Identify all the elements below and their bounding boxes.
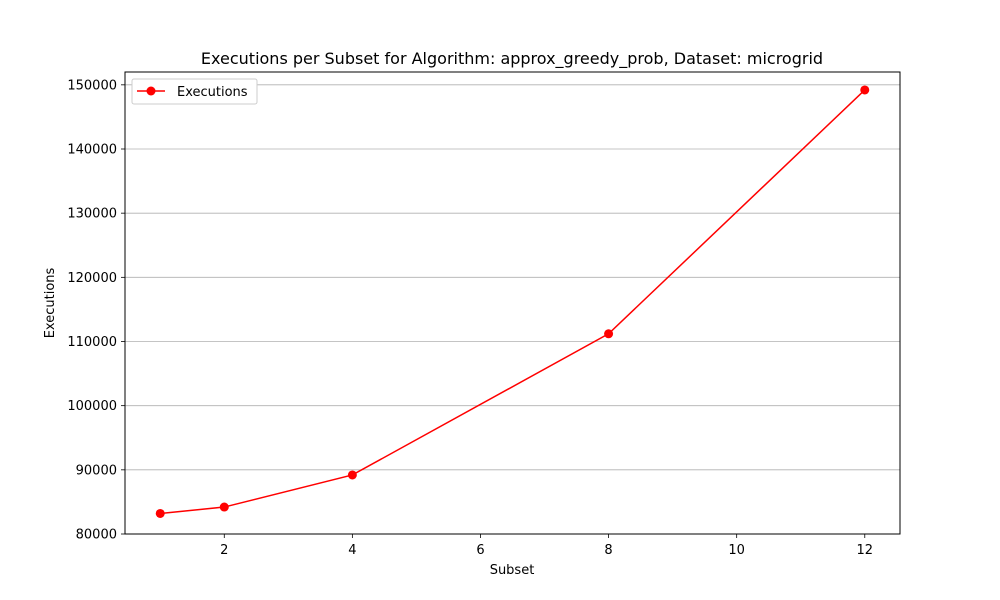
x-axis: 2 4 6 8 10 12 (220, 534, 873, 558)
y-tick-label: 120000 (67, 271, 117, 286)
legend: Executions (131, 78, 258, 105)
x-tick-label: 4 (348, 543, 356, 558)
data-point (347, 470, 357, 480)
y-tick-label: 130000 (67, 207, 117, 222)
data-point (860, 85, 870, 95)
legend-marker-swatch (146, 86, 156, 96)
series-line-executions (160, 89, 866, 515)
x-tick-label: 8 (604, 543, 612, 558)
legend-box (131, 78, 258, 105)
data-point (155, 508, 165, 518)
y-tick-label: 90000 (76, 463, 117, 478)
data-point (604, 329, 614, 339)
y-tick-label: 110000 (67, 335, 117, 350)
x-tick-label: 12 (856, 543, 873, 558)
y-tick-label: 140000 (67, 143, 117, 158)
legend-label-executions: Executions (177, 85, 248, 100)
y-tick-label: 80000 (76, 528, 117, 543)
y-axis-label: Executions (43, 267, 58, 338)
x-tick-label: 10 (728, 543, 745, 558)
y-tick-label: 100000 (67, 399, 117, 414)
data-point (219, 502, 229, 512)
x-tick-label: 6 (476, 543, 484, 558)
x-tick-label: 2 (220, 543, 228, 558)
chart-title: Executions per Subset for Algorithm: app… (201, 49, 823, 69)
y-tick-label: 150000 (67, 78, 117, 93)
gridlines (125, 84, 900, 471)
y-axis: 80000 90000 100000 110000 120000 130000 140000… (67, 78, 125, 543)
plot-area (155, 85, 870, 518)
x-axis-label: Subset (490, 563, 535, 578)
plot-frame (124, 71, 901, 535)
